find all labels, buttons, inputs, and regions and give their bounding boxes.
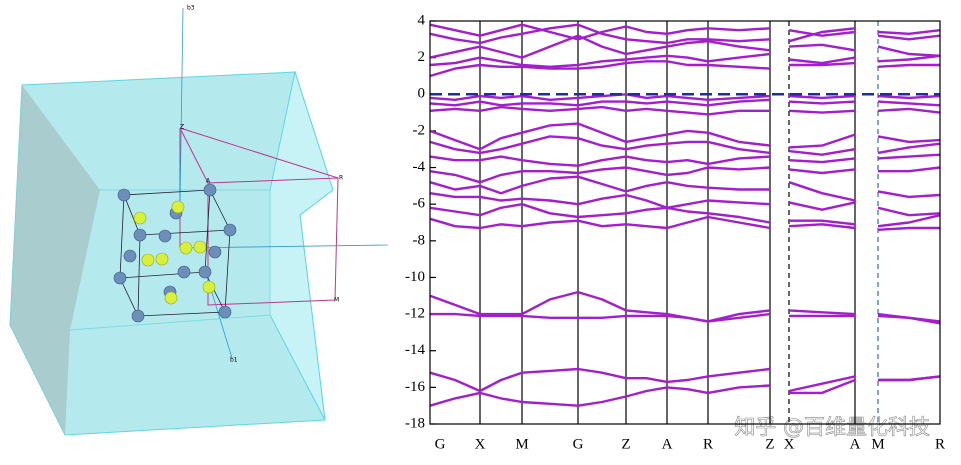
- x-tick-label: M: [871, 436, 884, 452]
- x-tick-label: R: [703, 436, 713, 452]
- band: [429, 23, 941, 41]
- x-tick-label: Z: [621, 436, 630, 452]
- band: [429, 34, 941, 59]
- y-tick-label: -12: [405, 306, 425, 322]
- x-tick-label: Z: [765, 436, 774, 452]
- y-tick-label: -14: [405, 342, 425, 358]
- band: [429, 153, 941, 167]
- x-tick-label: X: [784, 436, 795, 452]
- band: [429, 98, 941, 107]
- y-tick-label: 2: [418, 49, 426, 65]
- zone-inner-edge: [69, 189, 271, 331]
- band: [429, 135, 941, 156]
- band: [429, 23, 941, 45]
- x-tick-label: X: [475, 436, 486, 452]
- y-tick-label: -2: [413, 122, 426, 138]
- point-label: A: [206, 178, 211, 185]
- y-tick-label: -18: [405, 415, 425, 431]
- band: [429, 105, 941, 116]
- band: [429, 52, 941, 68]
- axis-label: b1: [230, 357, 238, 364]
- y-tick-label: -16: [405, 379, 425, 395]
- brillouin-zone-view: b3 b1 Z A R M: [9, 5, 389, 436]
- band: [429, 215, 940, 231]
- zone-left-face: [10, 85, 100, 435]
- band: [429, 375, 941, 407]
- x-tick-label: A: [662, 436, 673, 452]
- x-tick-label: M: [515, 436, 528, 452]
- y-tick-label: -10: [405, 269, 425, 285]
- y-tick-label: 0: [418, 86, 426, 102]
- watermark: 知乎 @百维量化科技: [734, 415, 930, 439]
- point-label: R: [339, 175, 343, 182]
- point-label: Z: [180, 124, 184, 131]
- y-tick-label: -6: [413, 196, 426, 212]
- plot-frame: [429, 20, 941, 425]
- atoms-yellow: [133, 200, 216, 305]
- band: [429, 93, 941, 101]
- x-tick-label: G: [435, 436, 446, 452]
- axis-label: b3: [187, 5, 195, 12]
- y-tick-label: -8: [413, 232, 426, 248]
- band: [429, 122, 941, 151]
- band: [429, 367, 941, 393]
- band: [429, 60, 940, 78]
- atoms-blue: [113, 183, 237, 323]
- x-tick-label: R: [935, 436, 945, 452]
- y-tick-label: 4: [418, 12, 426, 28]
- band: [429, 203, 941, 228]
- band: [429, 175, 941, 202]
- y-tick-label: -4: [413, 159, 426, 175]
- band: [430, 312, 941, 325]
- x-tick-label: G: [573, 436, 584, 452]
- band: [429, 192, 941, 217]
- point-label: M: [334, 297, 339, 304]
- x-tick-label: A: [850, 436, 861, 452]
- band: [429, 166, 941, 184]
